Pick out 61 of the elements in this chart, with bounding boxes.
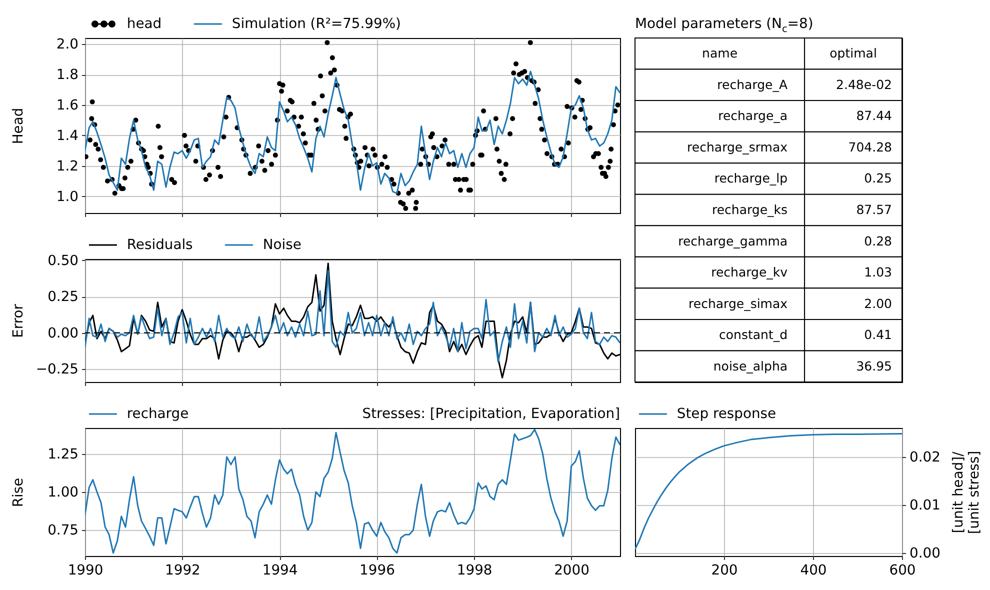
category-label: recharge_srmax <box>687 139 788 154</box>
y-tick-label: 1.4 <box>56 128 79 144</box>
x-tick-label: 600 <box>889 562 916 578</box>
legend-label: Simulation (R²=75.99%) <box>232 16 401 32</box>
y-tick-label: 1.2 <box>56 158 78 174</box>
category-label: recharge_gamma <box>678 233 788 248</box>
legend-label: Noise <box>262 237 302 254</box>
data-label: 87.57 <box>856 202 892 217</box>
category-label: recharge_A <box>717 76 788 92</box>
y-tick-label: 0.01 <box>910 497 940 514</box>
y-tick-label: 0.00 <box>48 325 78 342</box>
chart-title: Stresses: [Precipitation, Evaporation] <box>362 406 620 422</box>
y-tick-label: 1.00 <box>48 484 78 500</box>
y-tick-label: 1.25 <box>48 446 78 462</box>
x-tick-label: 400 <box>800 562 827 578</box>
category-label: recharge_kv <box>711 264 788 280</box>
legend-label: recharge <box>126 406 189 422</box>
category-label: recharge_a <box>718 108 788 124</box>
line-series <box>85 428 620 554</box>
data-label: 2.48e-02 <box>836 76 892 92</box>
data-label: 87.44 <box>856 108 892 124</box>
y-tick-label: 0.50 <box>48 252 78 269</box>
data-label: 36.95 <box>856 358 892 374</box>
legend-label: Step response <box>676 406 776 422</box>
y-axis-title: Head <box>10 108 26 144</box>
data-label: 0.25 <box>864 170 892 186</box>
y-tick-label: 2.0 <box>56 36 78 53</box>
data-label: 2.00 <box>864 296 892 311</box>
data-label: 0.41 <box>864 327 892 342</box>
data-label: 1.03 <box>864 264 892 280</box>
legend-label: Residuals <box>126 237 193 254</box>
y-axis-title: Error <box>10 304 26 338</box>
data-label: 704.28 <box>848 139 892 154</box>
y-tick-label: −0.25 <box>36 361 78 378</box>
category-label: recharge_lp <box>714 170 788 186</box>
legend-label: head <box>126 16 162 32</box>
line-series <box>635 433 902 550</box>
category-label: noise_alpha <box>713 358 788 374</box>
y-tick-label: 1.6 <box>56 97 78 114</box>
category-label: constant_d <box>719 327 788 342</box>
x-tick-label: 1998 <box>456 562 492 578</box>
x-tick-label: 1996 <box>360 562 395 578</box>
category-label: recharge_ks <box>712 202 788 217</box>
y-axis-title: Rise <box>10 478 26 508</box>
y-tick-label: 0.00 <box>910 546 940 562</box>
data-label: 0.28 <box>864 233 892 248</box>
y-tick-label: 0.75 <box>48 522 78 539</box>
y-tick-label: 1.8 <box>56 67 78 84</box>
y-axis-title: [unit head]/ [unit stress] <box>950 450 982 534</box>
category-label: recharge_simax <box>688 296 788 311</box>
x-tick-label: 1992 <box>165 562 200 578</box>
text: optimal <box>830 46 877 61</box>
y-tick-label: 0.02 <box>910 449 940 466</box>
x-tick-label: 1990 <box>68 562 104 578</box>
x-tick-label: 2000 <box>554 562 590 578</box>
x-tick-label: 1994 <box>262 562 298 578</box>
line-series <box>85 270 620 362</box>
y-tick-label: 1.0 <box>56 188 78 205</box>
text: name <box>702 46 738 61</box>
y-tick-label: 0.25 <box>48 289 78 306</box>
x-tick-label: 200 <box>711 562 738 578</box>
